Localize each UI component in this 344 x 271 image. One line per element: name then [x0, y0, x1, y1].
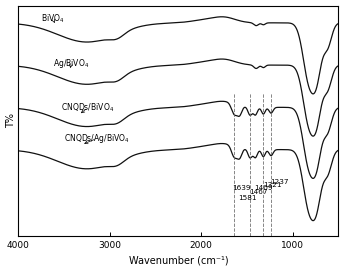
Text: 1639: 1639 — [232, 185, 251, 191]
Text: BiVO$_4$: BiVO$_4$ — [41, 13, 65, 25]
Text: 1467: 1467 — [249, 189, 267, 195]
Text: 1409: 1409 — [255, 185, 273, 191]
Y-axis label: T%: T% — [6, 113, 15, 128]
Text: 1581: 1581 — [238, 195, 257, 201]
X-axis label: Wavenumber (cm⁻¹): Wavenumber (cm⁻¹) — [129, 256, 228, 265]
Text: 1321: 1321 — [263, 182, 281, 188]
Text: Ag/BiVO$_4$: Ag/BiVO$_4$ — [53, 57, 89, 70]
Text: CNQDs/BiVO$_4$: CNQDs/BiVO$_4$ — [61, 101, 115, 114]
Text: CNQDs/Ag/BiVO$_4$: CNQDs/Ag/BiVO$_4$ — [64, 132, 130, 145]
Text: 1237: 1237 — [271, 179, 289, 185]
